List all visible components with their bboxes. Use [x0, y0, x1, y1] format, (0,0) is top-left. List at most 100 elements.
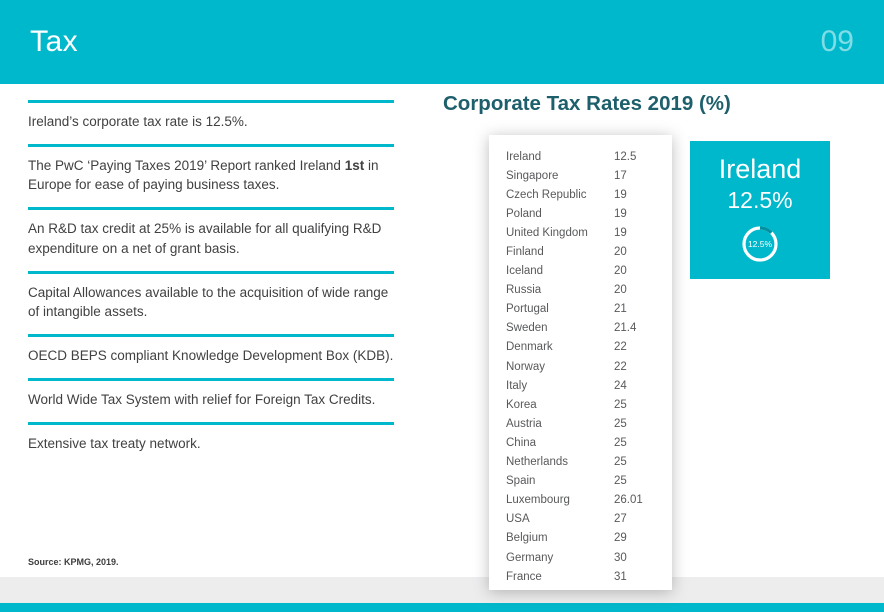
rate-value: 19 — [614, 226, 627, 239]
rate-row: Singapore 17 — [506, 166, 660, 185]
page-header: Tax 09 — [0, 0, 884, 84]
rate-donut-icon: 12.5% — [742, 226, 778, 262]
rate-row: Ireland 12.5 — [506, 147, 660, 166]
page-number: 09 — [820, 25, 854, 58]
tax-bullet: The PwC ‘Paying Taxes 2019’ Report ranke… — [28, 144, 394, 194]
donut-label: 12.5% — [748, 239, 773, 249]
rate-row: Italy 24 — [506, 376, 660, 395]
rate-country: Spain — [506, 475, 536, 488]
tax-bullet-list: Ireland’s corporate tax rate is 12.5%. T… — [28, 100, 394, 467]
rate-country: Germany — [506, 551, 554, 564]
bullet-text: Ireland’s corporate tax rate is 12.5%. — [28, 114, 248, 129]
rate-row: Finland 20 — [506, 242, 660, 261]
rate-country: Iceland — [506, 265, 544, 278]
rate-value: 27 — [614, 513, 627, 526]
rate-row: United Kingdom 19 — [506, 223, 660, 242]
rate-country: Belgium — [506, 532, 548, 545]
rate-country: USA — [506, 513, 530, 526]
rate-country: United Kingdom — [506, 226, 588, 239]
bullet-text: Extensive tax treaty network. — [28, 436, 201, 452]
rate-country: France — [506, 570, 542, 583]
rate-country: Denmark — [506, 341, 553, 354]
rate-row: Spain 25 — [506, 472, 660, 491]
rate-country: Russia — [506, 284, 542, 297]
rate-row: France 31 — [506, 567, 660, 586]
rate-value: 20 — [614, 284, 627, 297]
rate-country: Austria — [506, 417, 542, 430]
rate-value: 30 — [614, 551, 627, 564]
rate-country: Sweden — [506, 322, 548, 335]
rate-value: 31 — [614, 570, 627, 583]
rate-value: 21 — [614, 303, 627, 316]
rates-title: Corporate Tax Rates 2019 (%) — [443, 92, 731, 115]
rate-country: China — [506, 436, 537, 449]
rate-value: 25 — [614, 417, 627, 430]
rate-value: 29 — [614, 532, 627, 545]
rate-country: Portugal — [506, 303, 549, 316]
rate-country: Korea — [506, 398, 537, 411]
tax-bullet: Capital Allowances available to the acqu… — [28, 270, 394, 321]
rate-value: 17 — [614, 169, 627, 182]
rates-list: Ireland 12.5 Singapore 17 Czech Republic 19 Po… — [506, 147, 660, 586]
footer-gray-band — [0, 577, 884, 603]
tax-bullet: Ireland’s corporate tax rate is 12.5%. — [28, 100, 394, 131]
rate-value: 25 — [614, 436, 627, 449]
rate-row: Germany 30 — [506, 548, 660, 567]
rate-value: 24 — [614, 379, 627, 392]
rate-country: Czech Republic — [506, 188, 587, 201]
rate-row: Czech Republic 19 — [506, 185, 660, 204]
rate-value: 25 — [614, 475, 627, 488]
tax-bullet: OECD BEPS compliant Knowledge Developmen… — [28, 334, 394, 365]
bullet-bold-text: 1st — [344, 158, 365, 174]
rate-row: Sweden 21.4 — [506, 319, 660, 338]
bullet-text: An R&D tax credit at 25% is available fo… — [28, 221, 382, 256]
rate-row: Luxembourg 26.01 — [506, 491, 660, 510]
bullet-text: Capital Allowances available to the acqu… — [28, 284, 389, 319]
bullet-text: in Europe for ease of paying business ta… — [28, 158, 379, 193]
rate-value: 20 — [614, 265, 627, 278]
rate-country: Singapore — [506, 169, 559, 182]
bullet-text: World Wide Tax System with relief for Fo… — [28, 392, 376, 408]
rate-value: 25 — [614, 456, 627, 469]
ireland-highlight-card: Ireland 12.5% 12.5% — [690, 141, 830, 279]
rates-card: Ireland 12.5 Singapore 17 Czech Republic 19 Po… — [489, 135, 672, 590]
rate-country: Poland — [506, 207, 542, 220]
rate-value: 19 — [614, 207, 627, 220]
tax-bullet: An R&D tax credit at 25% is available fo… — [28, 207, 394, 257]
rate-row: Belgium 29 — [506, 529, 660, 548]
ireland-label: Ireland — [718, 154, 802, 184]
rate-row: Korea 25 — [506, 395, 660, 414]
rate-value: 26.01 — [614, 494, 643, 507]
page-title: Tax — [30, 25, 79, 58]
footer-accent-bar — [0, 603, 884, 612]
rate-row: Norway 22 — [506, 357, 660, 376]
rate-row: Portugal 21 — [506, 300, 660, 319]
ireland-rate: 12.5% — [727, 187, 793, 213]
rate-value: 25 — [614, 398, 627, 411]
tax-bullet: Extensive tax treaty network. — [28, 422, 394, 453]
rate-value: 22 — [614, 341, 627, 354]
rate-row: Iceland 20 — [506, 262, 660, 281]
rate-row: Netherlands 25 — [506, 453, 660, 472]
rate-row: USA 27 — [506, 510, 660, 529]
rate-country: Netherlands — [506, 456, 569, 469]
bullet-text: OECD BEPS compliant Knowledge Developmen… — [28, 348, 394, 364]
source-note: Source: KPMG, 2019. — [28, 557, 119, 567]
rate-value: 20 — [614, 246, 627, 259]
rate-row: Austria 25 — [506, 414, 660, 433]
rate-value: 21.4 — [614, 322, 637, 335]
rate-country: Luxembourg — [506, 494, 570, 507]
rate-value: 12.5 — [614, 150, 637, 163]
rate-row: Denmark 22 — [506, 338, 660, 357]
rate-country: Norway — [506, 360, 545, 373]
tax-bullet: World Wide Tax System with relief for Fo… — [28, 378, 394, 409]
rate-row: Russia 20 — [506, 281, 660, 300]
rate-row: Poland 19 — [506, 204, 660, 223]
bullet-text: The PwC ‘Paying Taxes 2019’ Report ranke… — [28, 158, 345, 174]
rate-country: Ireland — [506, 150, 542, 163]
rate-value: 19 — [614, 188, 627, 201]
rate-value: 22 — [614, 360, 627, 373]
rate-row: China 25 — [506, 433, 660, 452]
rate-country: Italy — [506, 379, 528, 392]
